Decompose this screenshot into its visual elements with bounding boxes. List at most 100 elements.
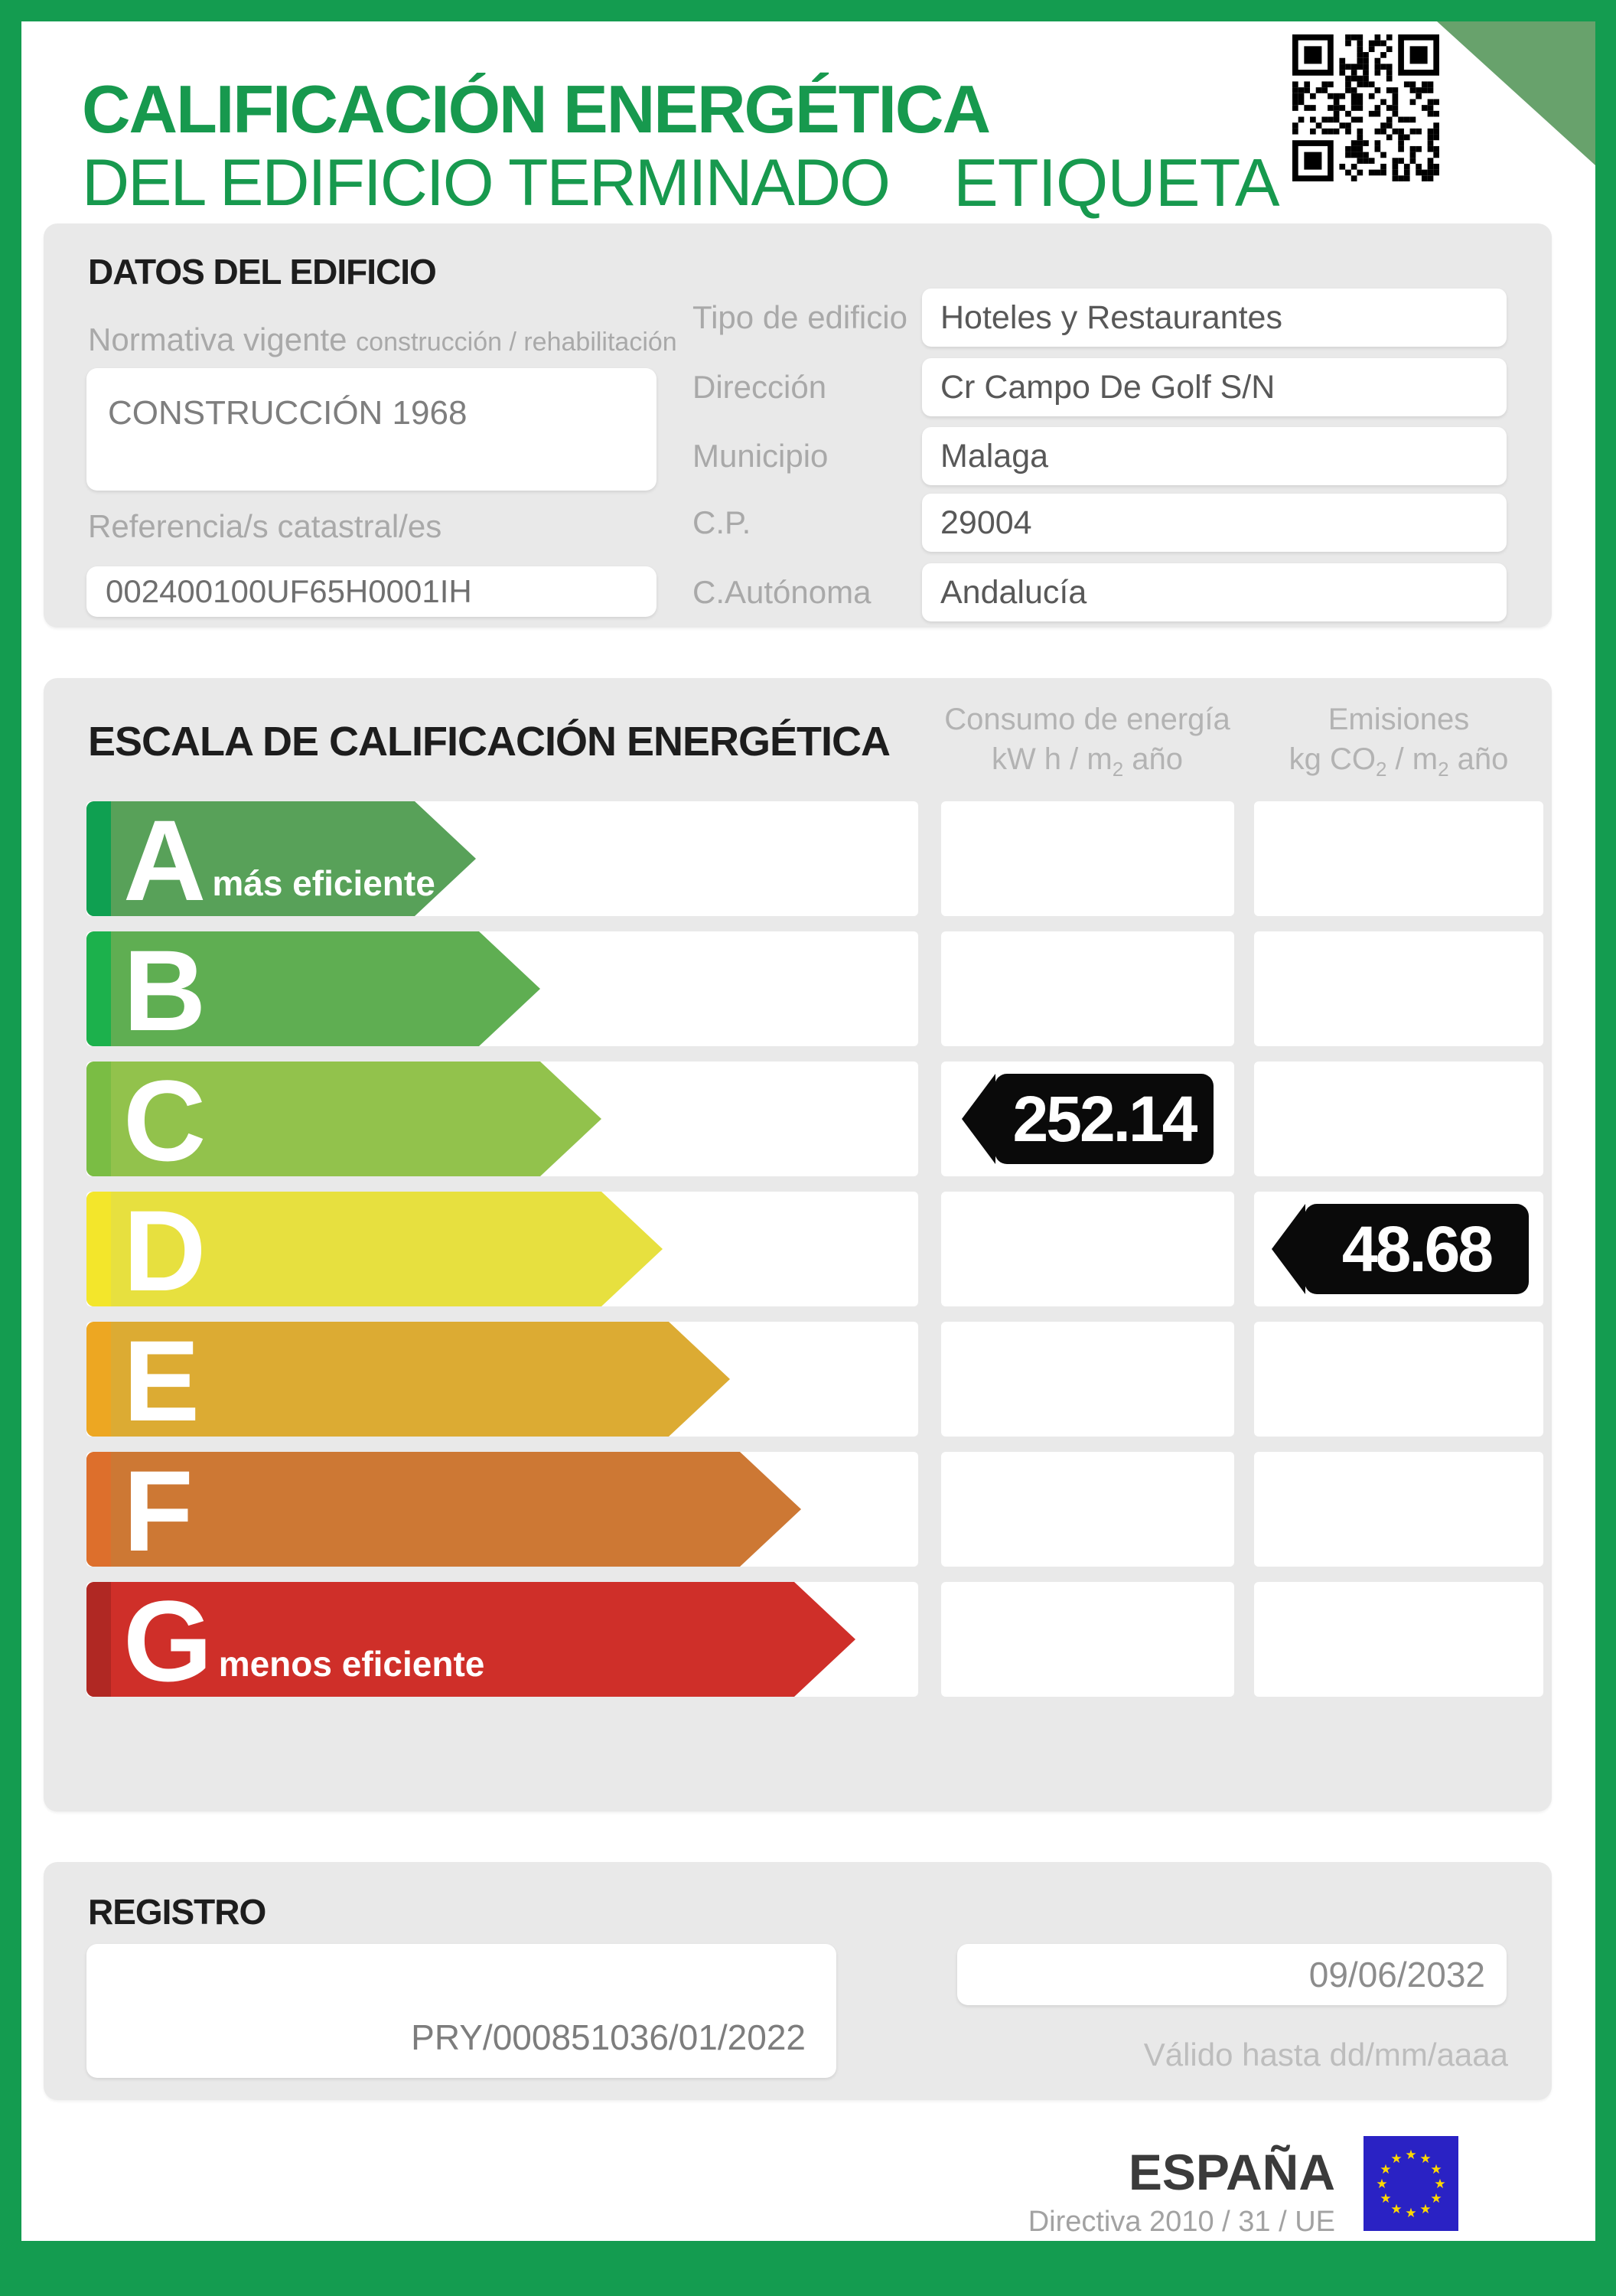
- emissions-column-header: Emisiones kg CO2 / m2 año: [1238, 700, 1559, 783]
- rating-row-b: B: [86, 931, 1574, 1046]
- consumption-header-unit: kW h / m2 año: [991, 742, 1184, 781]
- certificate-title-line1: CALIFICACIÓN ENERGÉTICA: [82, 71, 991, 147]
- rating-letter-f: F: [123, 1446, 194, 1575]
- emissions-value-badge: 48.68: [1305, 1204, 1529, 1294]
- rating-arrow-f: F: [86, 1452, 801, 1567]
- svg-text:★: ★: [1390, 2151, 1402, 2167]
- rating-arrow-g: G menos eficiente: [86, 1582, 855, 1697]
- autonomous-community-field: Andalucía: [922, 563, 1507, 621]
- cadastral-reference-field: 002400100UF65H0001IH: [86, 566, 656, 617]
- rating-row-e-consumo-cell: [941, 1322, 1234, 1437]
- field-row-municipality: Municipio Malaga: [692, 427, 1507, 485]
- rating-row-a-consumo-cell: [941, 801, 1234, 916]
- municipality-value: Malaga: [940, 437, 1049, 475]
- rating-row-f-consumo-cell: [941, 1452, 1234, 1567]
- valid-until-field: 09/06/2032: [957, 1944, 1507, 2005]
- least-efficient-label: menos eficiente: [218, 1644, 485, 1684]
- etiqueta-label: ETIQUETA: [953, 145, 1280, 220]
- qr-code-icon: [1292, 34, 1439, 181]
- building-type-value: Hoteles y Restaurantes: [940, 298, 1282, 336]
- municipality-label: Municipio: [692, 438, 829, 474]
- cadastral-reference-value: 002400100UF65H0001IH: [106, 573, 472, 609]
- rating-row-e-emisiones-cell: [1254, 1322, 1543, 1437]
- rating-row-d-consumo-cell: [941, 1192, 1234, 1306]
- emissions-header-unit: kg CO2 / m2 año: [1289, 742, 1509, 781]
- rating-row-c: C: [86, 1062, 1574, 1176]
- svg-text:★: ★: [1430, 2191, 1442, 2206]
- rating-arrow-e: E: [86, 1322, 730, 1437]
- certificate-canvas: CALIFICACIÓN ENERGÉTICA DEL EDIFICIO TER…: [21, 21, 1595, 2241]
- svg-text:★: ★: [1430, 2162, 1442, 2177]
- rating-arrow-d: D: [86, 1192, 663, 1306]
- svg-text:★: ★: [1380, 2191, 1391, 2206]
- postal-code-label: C.P.: [692, 504, 751, 540]
- svg-text:★: ★: [1419, 2202, 1431, 2217]
- registry-number-field: PRY/000851036/01/2022: [86, 1944, 836, 2078]
- postal-code-value: 29004: [940, 504, 1032, 541]
- normativa-sublabel: construcción / rehabilitación: [356, 328, 677, 357]
- rating-letter-g: G: [123, 1577, 213, 1705]
- normativa-value: CONSTRUCCIÓN 1968: [108, 394, 468, 432]
- rating-letter-c: C: [123, 1056, 207, 1185]
- emissions-value: 48.68: [1341, 1212, 1494, 1285]
- corner-fold-decoration: [1437, 21, 1595, 165]
- svg-text:★: ★: [1405, 2206, 1416, 2221]
- address-label: Dirección: [692, 369, 827, 405]
- rating-row-b-emisiones-cell: [1254, 931, 1543, 1046]
- valid-until-hint: Válido hasta dd/mm/aaaa: [1143, 2037, 1508, 2073]
- cadastral-reference-label: Referencia/s catastral/es: [88, 508, 442, 544]
- consumption-header-title: Consumo de energía: [944, 703, 1230, 736]
- consumption-value: 252.14: [1012, 1082, 1198, 1155]
- registry-number-value: PRY/000851036/01/2022: [411, 2017, 806, 2057]
- rating-row-e: E: [86, 1322, 1574, 1437]
- scale-title: ESCALA DE CALIFICACIÓN ENERGÉTICA: [88, 719, 891, 765]
- field-row-address: Dirección Cr Campo De Golf S/N: [692, 358, 1507, 416]
- rating-row-a: A más eficiente: [86, 801, 1574, 916]
- svg-text:★: ★: [1434, 2177, 1445, 2192]
- rating-row-a-emisiones-cell: [1254, 801, 1543, 916]
- consumption-column-header: Consumo de energía kW h / m2 año: [927, 700, 1248, 783]
- emissions-header-title: Emisiones: [1328, 703, 1470, 736]
- field-row-postal-code: C.P. 29004: [692, 494, 1507, 552]
- rating-arrow-a: A más eficiente: [86, 801, 476, 916]
- rating-row-c-emisiones-cell: [1254, 1062, 1543, 1176]
- registry-section: REGISTRO PRY/000851036/01/2022 09/06/203…: [44, 1862, 1552, 2100]
- rating-row-g-consumo-cell: [941, 1582, 1234, 1697]
- svg-text:★: ★: [1419, 2151, 1431, 2167]
- address-value: Cr Campo De Golf S/N: [940, 368, 1276, 406]
- svg-text:★: ★: [1405, 2148, 1416, 2163]
- rating-arrow-c: C: [86, 1062, 601, 1176]
- rating-letter-e: E: [123, 1316, 200, 1445]
- consumption-value-badge: 252.14: [995, 1074, 1214, 1164]
- rating-row-g-emisiones-cell: [1254, 1582, 1543, 1697]
- postal-code-field: 29004: [922, 494, 1507, 552]
- municipality-field: Malaga: [922, 427, 1507, 485]
- registry-title: REGISTRO: [88, 1892, 266, 1932]
- autonomous-community-value: Andalucía: [940, 573, 1087, 611]
- rating-letter-d: D: [123, 1186, 207, 1315]
- field-row-autonomous-community: C.Autónoma Andalucía: [692, 563, 1507, 621]
- rating-row-g: G menos eficiente: [86, 1582, 1574, 1697]
- building-type-label: Tipo de edificio: [692, 299, 907, 335]
- rating-row-f-emisiones-cell: [1254, 1452, 1543, 1567]
- most-efficient-label: más eficiente: [212, 863, 435, 903]
- building-data-title: DATOS DEL EDIFICIO: [88, 252, 437, 292]
- energy-rating-scale-section: ESCALA DE CALIFICACIÓN ENERGÉTICA Consum…: [44, 678, 1552, 1812]
- rating-row-b-consumo-cell: [941, 931, 1234, 1046]
- eu-flag-icon: ★ ★ ★ ★ ★ ★ ★ ★ ★ ★ ★ ★: [1364, 2136, 1458, 2231]
- valid-until-value: 09/06/2032: [1308, 1955, 1485, 1994]
- normativa-label-main: Normativa vigente: [88, 321, 347, 357]
- rating-arrow-b: B: [86, 931, 540, 1046]
- address-field: Cr Campo De Golf S/N: [922, 358, 1507, 416]
- svg-text:★: ★: [1376, 2177, 1387, 2192]
- svg-text:★: ★: [1390, 2202, 1402, 2217]
- field-row-building-type: Tipo de edificio Hoteles y Restaurantes: [692, 289, 1507, 347]
- normativa-label: Normativa vigente construcción / rehabil…: [88, 321, 677, 358]
- country-label: ESPAÑA: [1128, 2144, 1335, 2200]
- autonomous-community-label: C.Autónoma: [692, 574, 872, 610]
- directive-label: Directiva 2010 / 31 / UE: [1028, 2206, 1335, 2238]
- normativa-field: CONSTRUCCIÓN 1968: [86, 368, 656, 491]
- rating-row-f: F: [86, 1452, 1574, 1567]
- building-data-section: DATOS DEL EDIFICIO Normativa vigente con…: [44, 223, 1552, 628]
